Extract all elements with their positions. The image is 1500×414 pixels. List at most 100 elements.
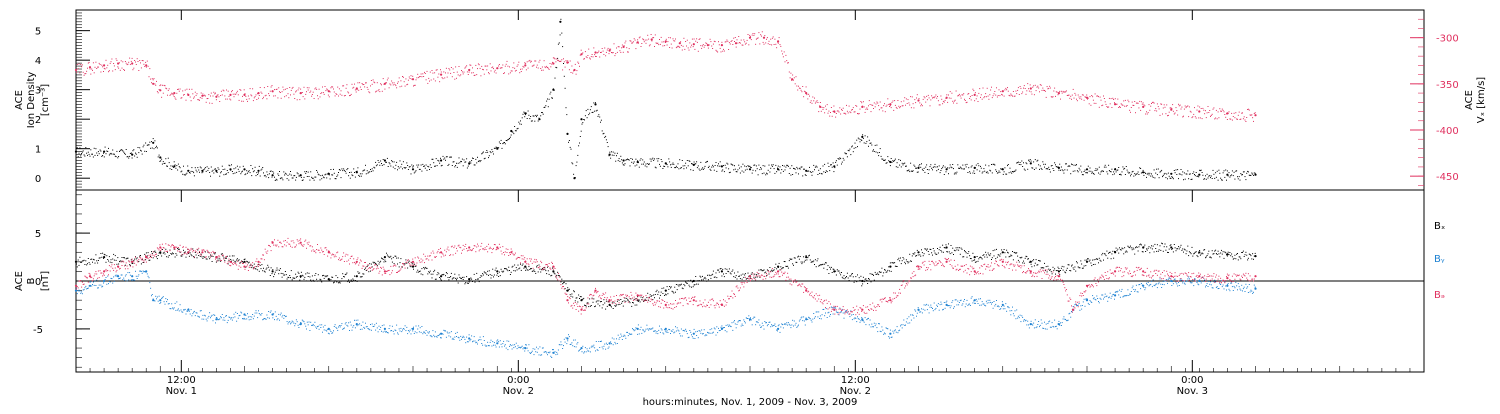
vx-sample <box>320 93 321 94</box>
b-series-1-sample <box>323 327 324 328</box>
density-sample <box>1154 169 1155 170</box>
density-sample <box>372 168 373 169</box>
density-sample <box>853 151 854 152</box>
b-series-1-sample <box>279 320 280 321</box>
vx-sample <box>622 45 623 46</box>
vx-sample <box>275 95 276 96</box>
density-sample <box>343 168 344 169</box>
density-sample <box>258 172 259 173</box>
density-sample <box>812 175 813 176</box>
vx-sample <box>191 100 192 101</box>
vx-sample <box>1156 111 1157 112</box>
vx-sample <box>998 95 999 96</box>
vx-sample <box>1042 90 1043 91</box>
b-series-0-sample <box>700 277 701 278</box>
density-sample <box>1058 166 1059 167</box>
b-series-0-sample <box>849 280 850 281</box>
vx-sample <box>975 92 976 93</box>
b-series-0-sample <box>788 268 789 269</box>
density-sample <box>1151 173 1152 174</box>
b-series-1-sample <box>180 304 181 305</box>
b-series-0-sample <box>581 296 582 297</box>
density-sample <box>593 112 594 113</box>
vx-sample <box>1117 104 1118 105</box>
vx-sample <box>143 64 144 65</box>
b-series-0-sample <box>263 268 264 269</box>
vx-sample <box>790 73 791 74</box>
vx-sample <box>346 88 347 89</box>
b-series-0-sample <box>1192 247 1193 248</box>
density-sample <box>780 166 781 167</box>
b-series-0-sample <box>723 274 724 275</box>
density-sample <box>387 158 388 159</box>
density-sample <box>1111 171 1112 172</box>
b-series-0-sample <box>448 277 449 278</box>
b-series-0-sample <box>1062 266 1063 267</box>
density-sample <box>530 116 531 117</box>
density-sample <box>480 161 481 162</box>
density-sample <box>740 173 741 174</box>
vx-sample <box>1171 108 1172 109</box>
vx-sample <box>744 41 745 42</box>
vx-sample <box>679 47 680 48</box>
density-sample <box>476 162 477 163</box>
density-sample <box>919 164 920 165</box>
b-series-0-sample <box>629 301 630 302</box>
vx-sample <box>453 72 454 73</box>
density-sample <box>1040 165 1041 166</box>
b-series-0-sample <box>309 276 310 277</box>
density-sample <box>1062 169 1063 170</box>
b-series-0-sample <box>1053 267 1054 268</box>
density-sample <box>868 146 869 147</box>
density-sample <box>940 170 941 171</box>
vx-sample <box>469 64 470 65</box>
b-series-0-sample <box>1163 251 1164 252</box>
b-series-0-sample <box>1160 250 1161 251</box>
vx-sample <box>846 105 847 106</box>
vx-sample <box>426 79 427 80</box>
vx-sample <box>901 101 902 102</box>
density-sample <box>839 159 840 160</box>
density-sample <box>887 156 888 157</box>
density-sample <box>955 172 956 173</box>
density-sample <box>786 165 787 166</box>
b-series-1-sample <box>375 330 376 331</box>
b-series-0-sample <box>120 260 121 261</box>
vx-sample <box>724 51 725 52</box>
density-sample <box>491 152 492 153</box>
b-series-0-sample <box>198 255 199 256</box>
b-series-1-sample <box>359 323 360 324</box>
density-sample <box>998 172 999 173</box>
vx-sample <box>770 39 771 40</box>
density-sample <box>642 159 643 160</box>
density-sample <box>669 161 670 162</box>
vx-sample <box>749 35 750 36</box>
b-series-0-sample <box>956 249 957 250</box>
vx-sample <box>459 66 460 67</box>
density-sample <box>1096 170 1097 171</box>
density-sample <box>568 142 569 143</box>
vx-sample <box>475 65 476 66</box>
b-series-0-sample <box>730 273 731 274</box>
density-sample <box>659 164 660 165</box>
b-series-0-sample <box>279 270 280 271</box>
b-series-1-sample <box>179 310 180 311</box>
b-series-0-sample <box>1250 255 1251 256</box>
b-series-0-sample <box>751 274 752 275</box>
b-series-0-sample <box>1125 252 1126 253</box>
density-sample <box>724 171 725 172</box>
b-series-0-sample <box>1050 269 1051 270</box>
vx-sample <box>929 97 930 98</box>
vx-sample <box>405 78 406 79</box>
density-sample <box>421 171 422 172</box>
density-sample <box>850 154 851 155</box>
vx-sample <box>138 70 139 71</box>
b-series-1-sample <box>227 322 228 323</box>
vx-sample <box>549 69 550 70</box>
b-series-0-sample <box>1206 256 1207 257</box>
vx-sample <box>434 72 435 73</box>
vx-sample <box>539 60 540 61</box>
density-sample <box>752 173 753 174</box>
b-series-1-sample <box>273 313 274 314</box>
density-sample <box>1236 170 1237 171</box>
